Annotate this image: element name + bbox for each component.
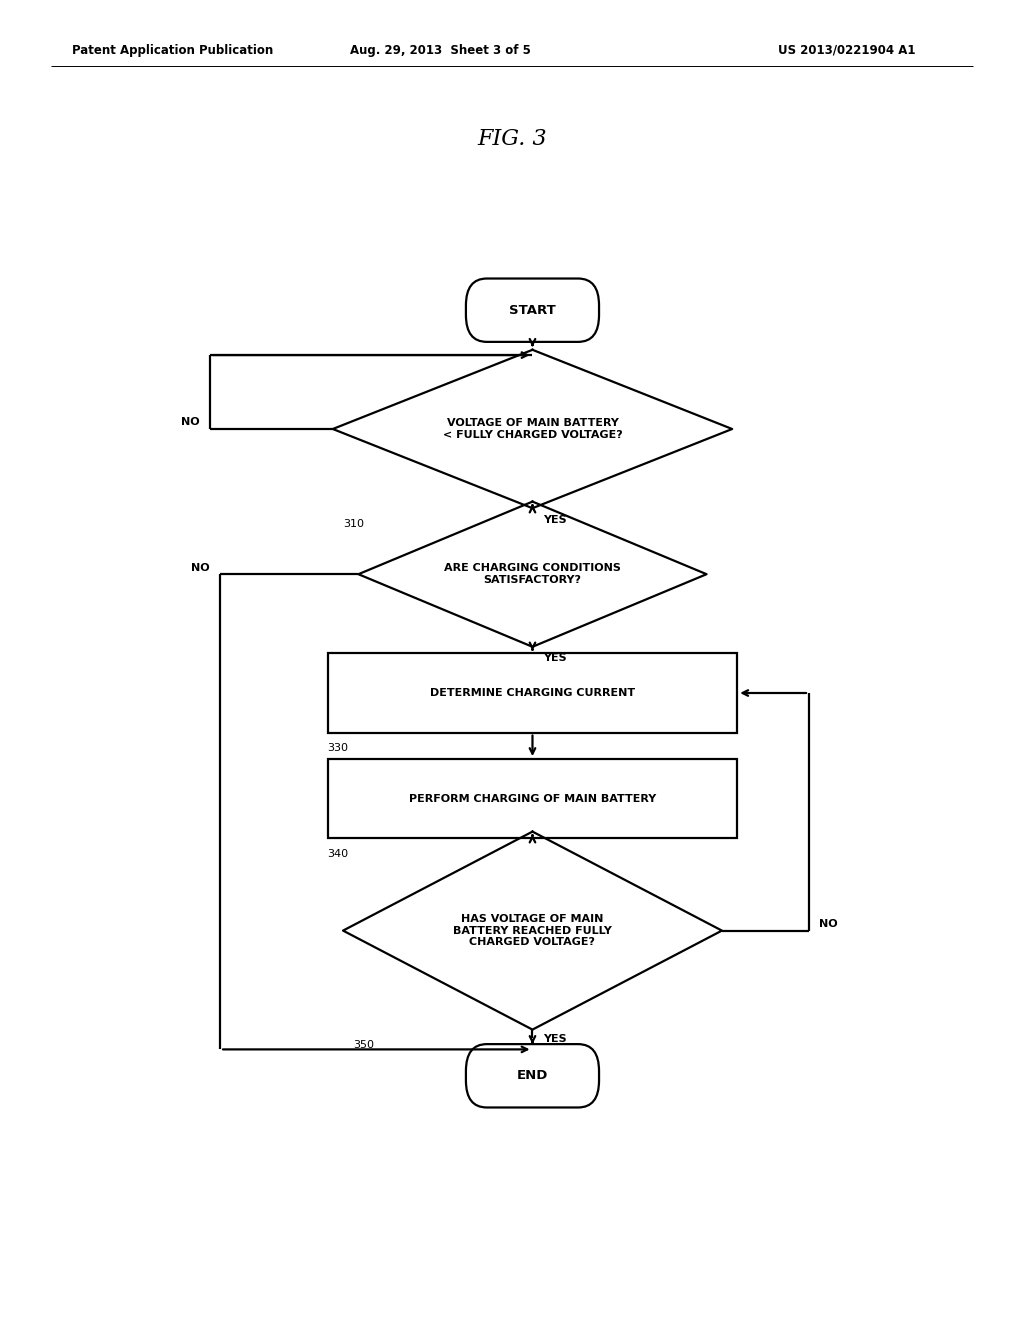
Polygon shape [333, 350, 732, 508]
Bar [328, 759, 737, 838]
Text: START: START [509, 304, 556, 317]
Polygon shape [358, 502, 707, 647]
Text: NO: NO [191, 562, 210, 573]
Text: ARE CHARGING CONDITIONS
SATISFACTORY?: ARE CHARGING CONDITIONS SATISFACTORY? [444, 564, 621, 585]
Text: US 2013/0221904 A1: US 2013/0221904 A1 [778, 44, 915, 57]
Bar [328, 653, 737, 733]
Text: YES: YES [543, 1034, 566, 1044]
FancyBboxPatch shape [466, 1044, 599, 1107]
FancyBboxPatch shape [466, 279, 599, 342]
Text: HAS VOLTAGE OF MAIN
BATTERY REACHED FULLY
CHARGED VOLTAGE?: HAS VOLTAGE OF MAIN BATTERY REACHED FULL… [453, 913, 612, 948]
Text: NO: NO [819, 919, 838, 929]
Text: 320: 320 [369, 657, 390, 668]
Polygon shape [343, 832, 722, 1030]
Text: FIG. 3: FIG. 3 [477, 128, 547, 149]
Text: YES: YES [543, 515, 566, 525]
Text: DETERMINE CHARGING CURRENT: DETERMINE CHARGING CURRENT [430, 688, 635, 698]
Text: YES: YES [543, 653, 566, 664]
Text: Patent Application Publication: Patent Application Publication [72, 44, 273, 57]
Text: END: END [517, 1069, 548, 1082]
Text: PERFORM CHARGING OF MAIN BATTERY: PERFORM CHARGING OF MAIN BATTERY [409, 793, 656, 804]
Text: Aug. 29, 2013  Sheet 3 of 5: Aug. 29, 2013 Sheet 3 of 5 [350, 44, 530, 57]
Text: 330: 330 [328, 743, 349, 754]
Text: 340: 340 [328, 849, 349, 859]
Text: VOLTAGE OF MAIN BATTERY
< FULLY CHARGED VOLTAGE?: VOLTAGE OF MAIN BATTERY < FULLY CHARGED … [442, 418, 623, 440]
Text: 310: 310 [343, 519, 365, 529]
Text: 350: 350 [353, 1040, 375, 1051]
Text: NO: NO [181, 417, 200, 428]
